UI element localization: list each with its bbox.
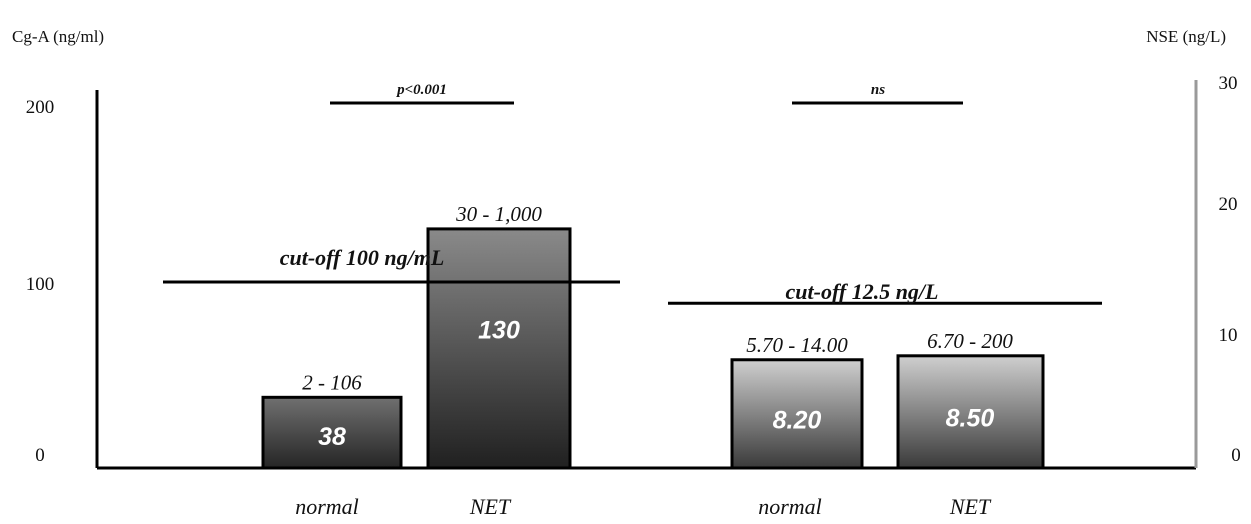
category-label-cga-normal: normal (295, 494, 359, 519)
right-tick-label: 0 (1231, 445, 1241, 466)
range-label-cga-net: 30 - 1,000 (455, 202, 542, 226)
significance-label-cga: p<0.001 (395, 82, 447, 98)
range-label-nse-normal: 5.70 - 14.00 (746, 333, 848, 357)
right-axis-title: NSE (ng/L) (1146, 27, 1226, 46)
category-label-nse-normal: normal (758, 494, 822, 519)
bar-cga-normal (261, 395, 403, 470)
value-label-nse-normal: 8.20 (773, 406, 822, 434)
bar-cga-net (426, 227, 572, 470)
significance-label-nse: ns (871, 82, 885, 98)
bar-nse-net (896, 354, 1045, 470)
cutoff-label-nse: cut-off 12.5 ng/L (786, 279, 939, 304)
right-tick-label: 20 (1219, 194, 1238, 215)
value-label-cga-normal: 38 (318, 423, 346, 451)
right-tick-label: 10 (1219, 325, 1238, 346)
category-label-nse-net: NET (949, 494, 992, 519)
bar-nse-normal (730, 358, 864, 470)
range-label-cga-normal: 2 - 106 (302, 370, 362, 394)
left-axis-title: Cg-A (ng/ml) (12, 27, 104, 46)
left-tick-label: 100 (26, 274, 55, 295)
category-label-cga-net: NET (469, 494, 512, 519)
range-label-nse-net: 6.70 - 200 (927, 329, 1013, 353)
left-tick-label: 200 (26, 97, 55, 118)
value-label-nse-net: 8.50 (946, 405, 995, 433)
left-tick-label: 0 (35, 445, 45, 466)
value-label-cga-net: 130 (478, 316, 520, 344)
cutoff-label-cga: cut-off 100 ng/mL (280, 245, 445, 270)
right-tick-label: 30 (1219, 73, 1238, 94)
